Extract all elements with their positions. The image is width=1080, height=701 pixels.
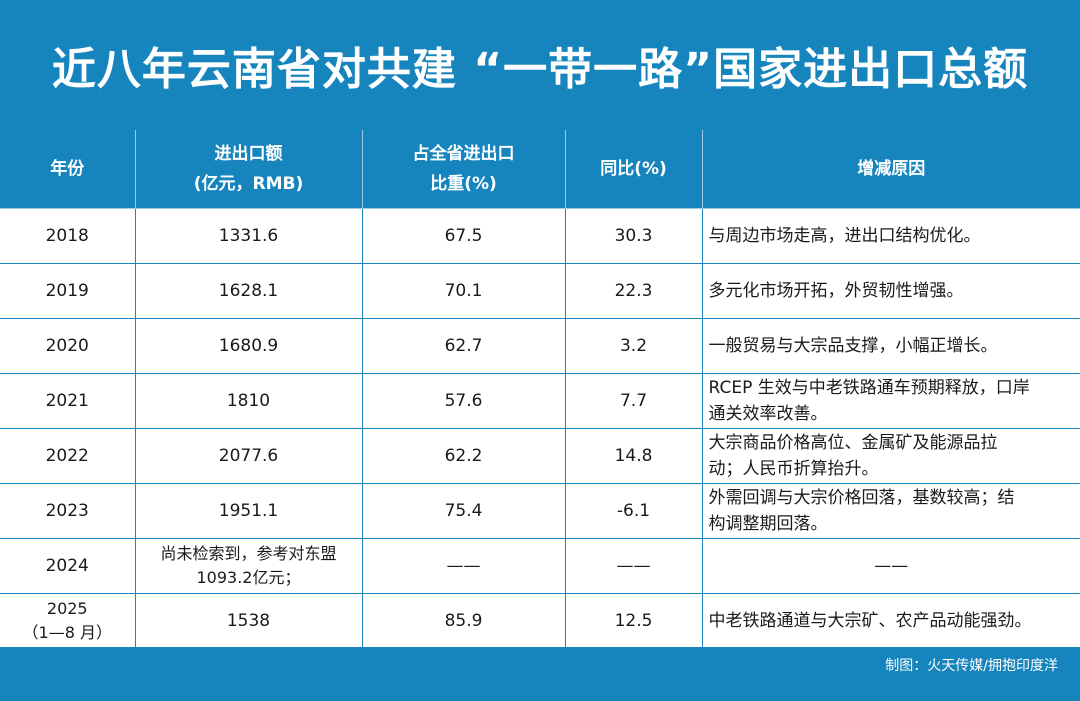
table-row: 2019 1628.1 70.1 22.3 多元化市场开拓，外贸韧性增强。 xyxy=(0,263,1080,319)
header-reason: 增减原因 xyxy=(702,130,1080,209)
cell-text-line: 1538 xyxy=(226,611,271,631)
cell-text-line: 增减原因 xyxy=(857,159,926,179)
cell-year: 2024 xyxy=(0,538,136,594)
trade-table: 年份 进出口额 (亿元，RMB) 占全省进出口 比重(%) 同比(%) 增减原因 2018 1… xyxy=(0,130,1080,649)
cell-year: 2018 xyxy=(0,208,136,264)
cell-text-line: 年份 xyxy=(50,159,85,179)
cell-amount: 尚未检索到，参考对东盟 1093.2亿元； xyxy=(135,538,363,594)
cell-reason: RCEP 生效与中老铁路通车预期释放，口岸 通关效率改善。 xyxy=(702,373,1080,429)
table-row: 2018 1331.6 67.5 30.3 与周边市场走高，进出口结构优化。 xyxy=(0,208,1080,264)
cell-amount: 1951.1 xyxy=(135,483,363,539)
cell-year: 2022 xyxy=(0,428,136,484)
cell-text-line: 1810 xyxy=(226,391,271,411)
cell-text-line: 2021 xyxy=(45,391,89,411)
cell-text-line: 中老铁路通道与大宗矿、农产品动能强劲。 xyxy=(708,611,1032,631)
cell-text-line: 动；人民币折算抬升。 xyxy=(708,459,879,479)
page-title: 近八年云南省对共建 “一带一路”国家进出口总额 xyxy=(51,44,1029,95)
cell-text-line: 通关效率改善。 xyxy=(708,404,828,424)
cell-share: 67.5 xyxy=(362,208,566,264)
cell-text-line: 构调整期回落。 xyxy=(708,514,828,534)
header-year: 年份 xyxy=(0,130,136,209)
cell-text-line: 2018 xyxy=(45,226,89,246)
cell-yoy: -6.1 xyxy=(565,483,703,539)
cell-text-line: 多元化市场开拓，外贸韧性增强。 xyxy=(708,281,964,301)
cell-share: 85.9 xyxy=(362,593,566,649)
cell-share: —— xyxy=(362,538,566,594)
cell-text-line: RCEP 生效与中老铁路通车预期释放，口岸 xyxy=(708,378,1030,398)
cell-text-line: 尚未检索到，参考对东盟 xyxy=(160,544,337,563)
cell-text-line: 一般贸易与大宗品支撑，小幅正增长。 xyxy=(708,336,998,356)
table-body: 2018 1331.6 67.5 30.3 与周边市场走高，进出口结构优化。 2019 16… xyxy=(0,208,1080,649)
cell-text-line: 2077.6 xyxy=(218,446,279,466)
table-header-row: 年份 进出口额 (亿元，RMB) 占全省进出口 比重(%) 同比(%) 增减原因 xyxy=(0,130,1080,209)
cell-year: 2019 xyxy=(0,263,136,319)
cell-text-line: 大宗商品价格高位、金属矿及能源品拉 xyxy=(708,433,998,453)
cell-text-line: 外需回调与大宗价格回落，基数较高；结 xyxy=(708,488,1015,508)
cell-text-line: (亿元，RMB) xyxy=(193,174,304,194)
cell-yoy: 12.5 xyxy=(565,593,703,649)
table-row: 2022 2077.6 62.2 14.8 大宗商品价格高位、金属矿及能源品拉 动；人民币… xyxy=(0,428,1080,484)
table-row: 2024 尚未检索到，参考对东盟 1093.2亿元； —— —— —— xyxy=(0,538,1080,594)
table-row: 2023 1951.1 75.4 -6.1 外需回调与大宗价格回落，基数较高；结 构调整期… xyxy=(0,483,1080,539)
cell-share: 62.2 xyxy=(362,428,566,484)
cell-text-line: 2023 xyxy=(45,501,89,521)
cell-text-line: —— xyxy=(874,556,909,576)
cell-reason: 外需回调与大宗价格回落，基数较高；结 构调整期回落。 xyxy=(702,483,1080,539)
cell-text-line: 同比(%) xyxy=(600,159,667,179)
cell-text-line: 1628.1 xyxy=(218,281,279,301)
cell-amount: 2077.6 xyxy=(135,428,363,484)
cell-text-line: 1680.9 xyxy=(218,336,279,356)
cell-reason: 多元化市场开拓，外贸韧性增强。 xyxy=(702,263,1080,319)
cell-share: 75.4 xyxy=(362,483,566,539)
cell-text-line: 1093.2亿元； xyxy=(196,568,301,587)
cell-text-line: 占全省进出口 xyxy=(412,144,515,164)
cell-share: 57.6 xyxy=(362,373,566,429)
cell-text-line: 2020 xyxy=(45,336,89,356)
cell-text-line: 2022 xyxy=(45,446,89,466)
cell-yoy: 3.2 xyxy=(565,318,703,374)
cell-share: 62.7 xyxy=(362,318,566,374)
cell-reason: 一般贸易与大宗品支撑，小幅正增长。 xyxy=(702,318,1080,374)
cell-reason: 与周边市场走高，进出口结构优化。 xyxy=(702,208,1080,264)
cell-text-line: 与周边市场走高，进出口结构优化。 xyxy=(708,226,981,246)
cell-year: 2020 xyxy=(0,318,136,374)
cell-text-line: 比重(%) xyxy=(430,174,497,194)
cell-amount: 1628.1 xyxy=(135,263,363,319)
header-share: 占全省进出口 比重(%) xyxy=(362,130,566,209)
cell-year: 2023 xyxy=(0,483,136,539)
table-row: 2021 1810 57.6 7.7 RCEP 生效与中老铁路通车预期释放，口岸 通关效率… xyxy=(0,373,1080,429)
cell-reason: —— xyxy=(702,538,1080,594)
cell-reason: 大宗商品价格高位、金属矿及能源品拉 动；人民币折算抬升。 xyxy=(702,428,1080,484)
cell-amount: 1331.6 xyxy=(135,208,363,264)
table-row: 2020 1680.9 62.7 3.2 一般贸易与大宗品支撑，小幅正增长。 xyxy=(0,318,1080,374)
header-yoy: 同比(%) xyxy=(565,130,703,209)
cell-yoy: 30.3 xyxy=(565,208,703,264)
cell-reason: 中老铁路通道与大宗矿、农产品动能强劲。 xyxy=(702,593,1080,649)
cell-yoy: 14.8 xyxy=(565,428,703,484)
cell-year: 2025 （1—8 月） xyxy=(0,593,136,649)
cell-text-line: 1951.1 xyxy=(218,501,279,521)
cell-amount: 1538 xyxy=(135,593,363,649)
cell-share: 70.1 xyxy=(362,263,566,319)
cell-amount: 1810 xyxy=(135,373,363,429)
header-amount: 进出口额 (亿元，RMB) xyxy=(135,130,363,209)
cell-amount: 1680.9 xyxy=(135,318,363,374)
cell-text-line: （1—8 月） xyxy=(22,623,112,642)
cell-yoy: —— xyxy=(565,538,703,594)
cell-text-line: 2019 xyxy=(45,281,89,301)
cell-text-line: 进出口额 xyxy=(214,144,283,164)
cell-text-line: 1331.6 xyxy=(218,226,279,246)
cell-text-line: 2025 xyxy=(46,599,88,618)
cell-year: 2021 xyxy=(0,373,136,429)
cell-yoy: 22.3 xyxy=(565,263,703,319)
cell-text-line: 2024 xyxy=(45,556,89,576)
table-row: 2025 （1—8 月） 1538 85.9 12.5 中老铁路通道与大宗矿、农产品动能强… xyxy=(0,593,1080,649)
credit-footer: 制图：火天传媒/拥抱印度洋 xyxy=(885,658,1058,674)
cell-yoy: 7.7 xyxy=(565,373,703,429)
data-table-container: 年份 进出口额 (亿元，RMB) 占全省进出口 比重(%) 同比(%) 增减原因 2018 1… xyxy=(0,130,1080,649)
